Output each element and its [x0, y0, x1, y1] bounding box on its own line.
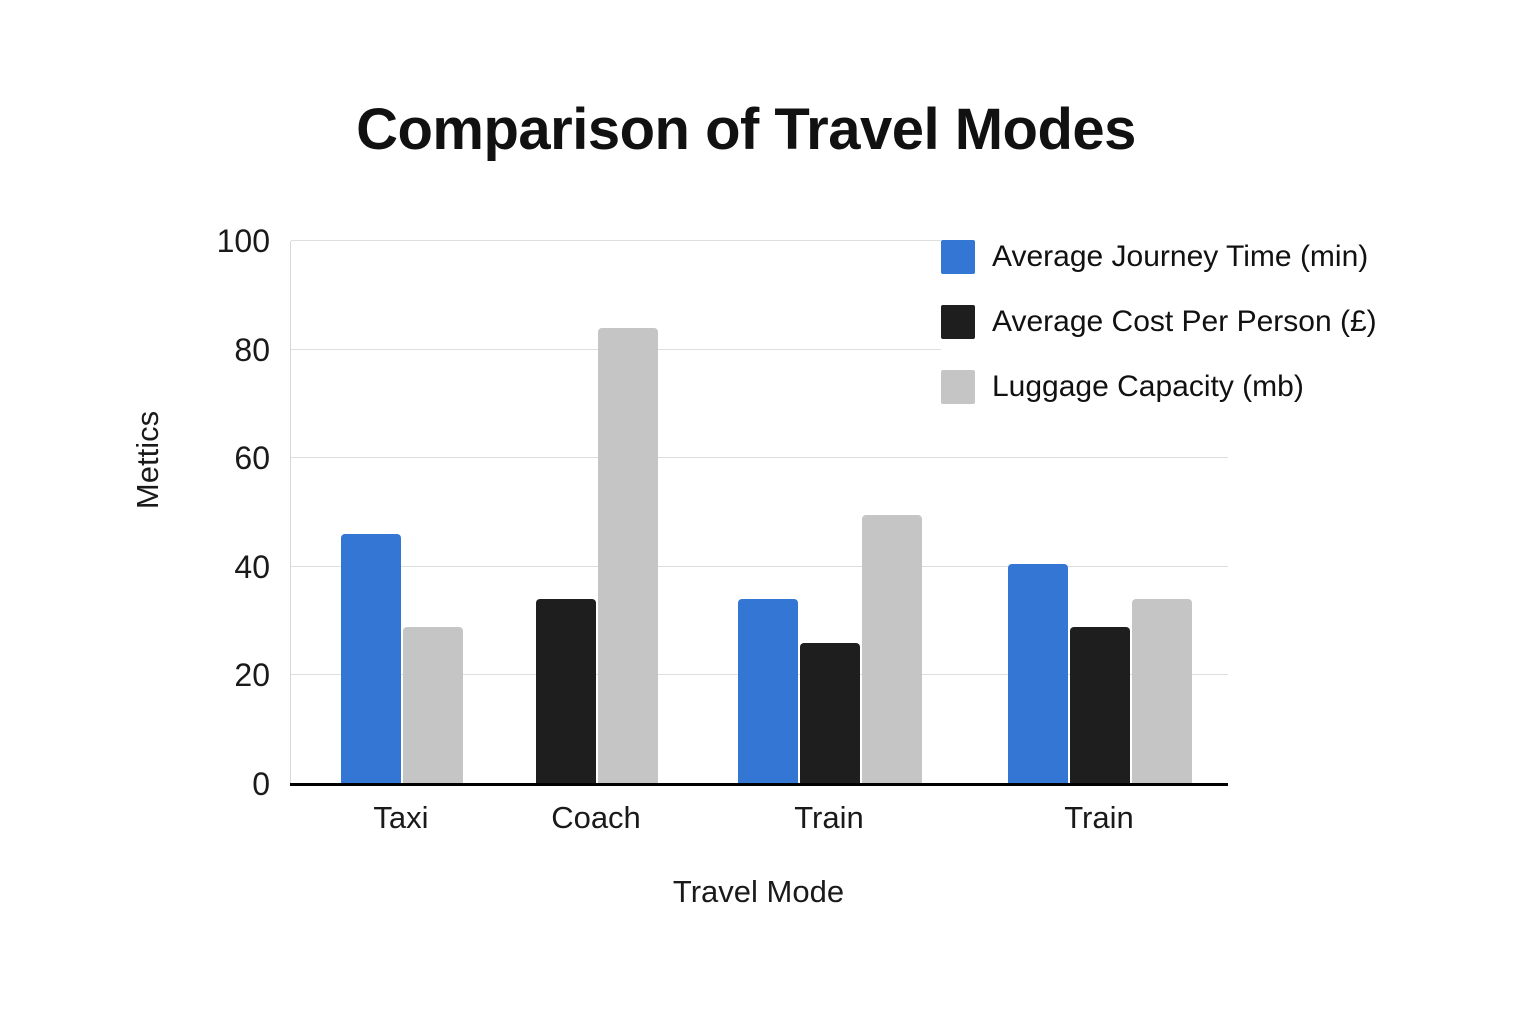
legend: Average Journey Time (min) Average Cost P… [941, 238, 1401, 406]
bar-group-train-2 [738, 515, 922, 784]
legend-label: Luggage Capacity (mb) [992, 370, 1304, 403]
legend-item-2: Luggage Capacity (mb) [941, 370, 1377, 404]
bar-group-taxi-0 [341, 534, 463, 784]
gridline-80 [291, 348, 1228, 350]
bar [1132, 599, 1192, 784]
plot-area [290, 240, 1228, 786]
legend-item-1: Average Cost Per Person (£) [941, 305, 1377, 339]
y-tick-0: 0 [252, 766, 270, 802]
bar [738, 599, 798, 784]
x-axis-title: Travel Mode [672, 874, 845, 909]
x-tick-coach-1: Coach [551, 800, 641, 835]
bar [862, 515, 922, 784]
chart-title: Comparison of Travel Modes [356, 97, 1136, 162]
y-axis-title: Mettics [130, 410, 165, 510]
bar [800, 642, 860, 784]
legend-label: Average Journey Time (min) [992, 240, 1369, 273]
y-tick-40: 40 [234, 548, 270, 585]
bar [1008, 564, 1068, 784]
bar [1070, 626, 1130, 784]
bar [341, 534, 401, 784]
gridline-100 [291, 240, 1228, 241]
y-tick-100: 100 [216, 223, 270, 259]
x-axis-line [290, 783, 1228, 786]
legend-item-0: Average Journey Time (min) [941, 240, 1377, 274]
gridline-60 [291, 457, 1228, 459]
bar [536, 599, 596, 784]
legend-swatch-icon [941, 305, 975, 339]
legend-label: Average Cost Per Person (£) [992, 305, 1377, 338]
bar [403, 626, 463, 784]
y-tick-60: 60 [234, 440, 270, 477]
y-tick-80: 80 [234, 331, 270, 368]
x-tick-train-2: Train [794, 800, 864, 835]
legend-swatch-icon [941, 240, 975, 274]
gridline-40 [291, 565, 1228, 567]
x-tick-taxi-0: Taxi [373, 800, 429, 835]
bar-group-train-3 [1008, 564, 1192, 784]
bar [598, 327, 658, 784]
legend-swatch-icon [941, 370, 975, 404]
bar-group-coach-1 [536, 327, 658, 784]
y-tick-20: 20 [234, 657, 270, 694]
x-tick-train-3: Train [1064, 800, 1134, 835]
